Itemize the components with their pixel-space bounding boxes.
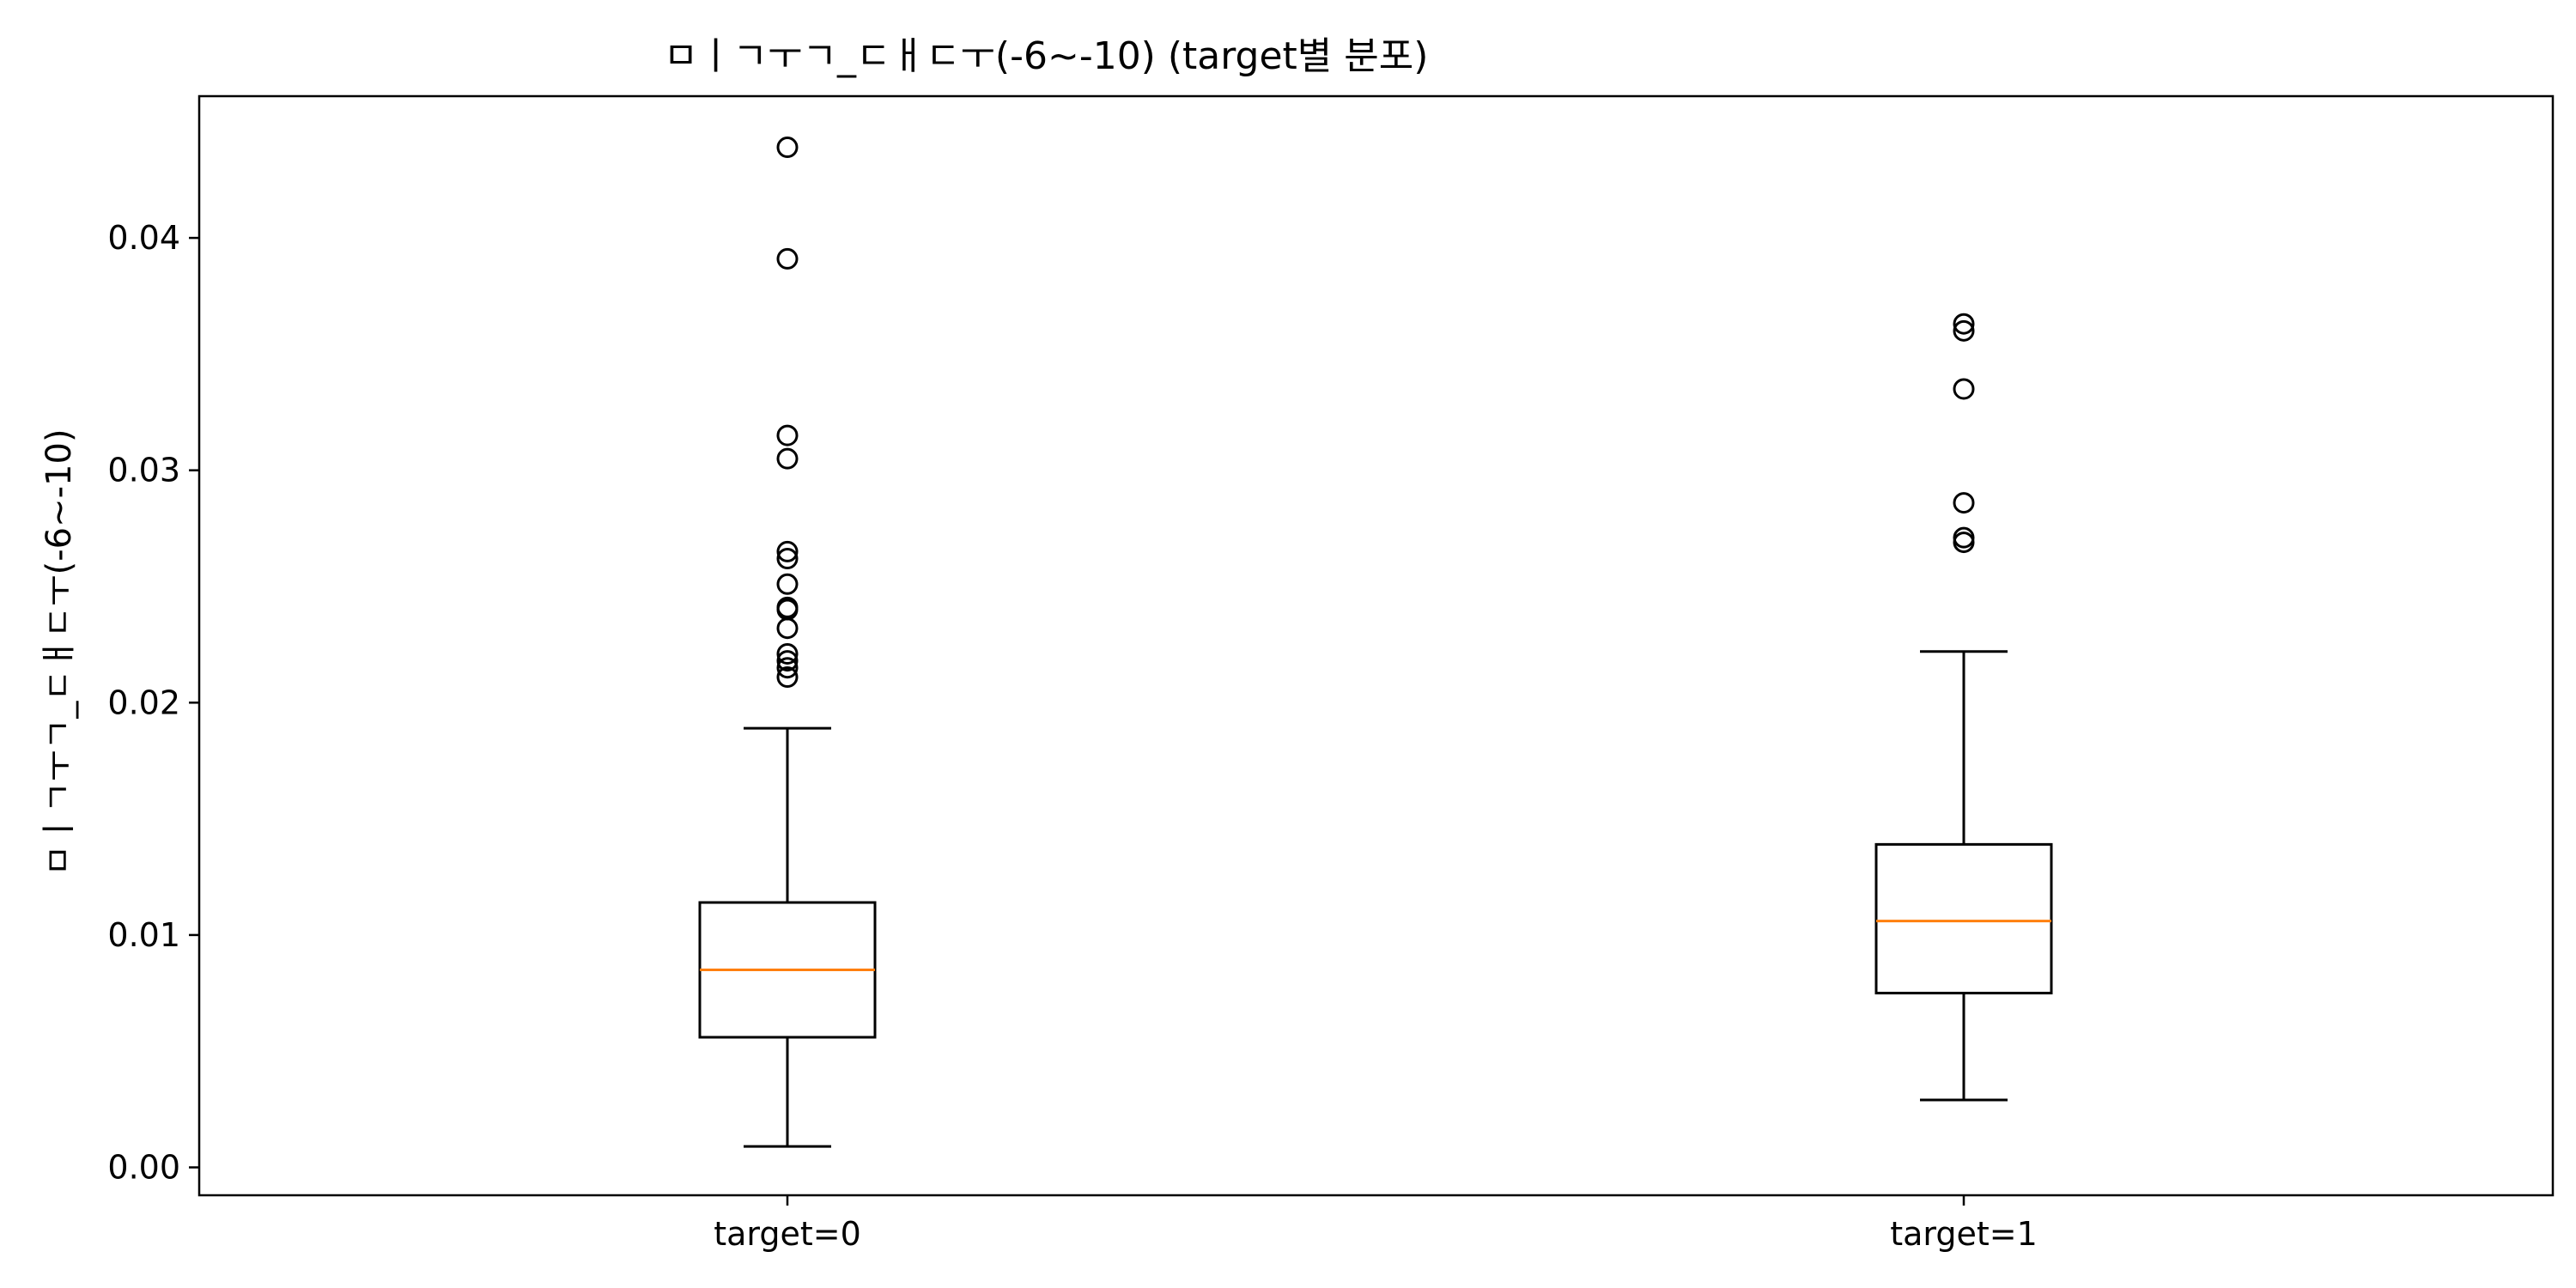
outlier-point — [776, 642, 799, 665]
outlier-point — [776, 650, 799, 672]
outlier-point — [1953, 313, 1975, 335]
chart-title: ㅁㅣㄱㅜㄱ_ㄷㅐㄷㅜ(-6~-10) (target별 분포) — [664, 34, 1429, 78]
plot-area — [698, 137, 2053, 1148]
outlier-point — [776, 617, 799, 640]
x-axis: target=0 target=1 — [714, 1195, 2038, 1253]
outlier-point — [776, 657, 799, 679]
iqr-box — [1874, 842, 2053, 995]
y-tick-label: 0.04 — [107, 219, 180, 257]
x-tick-label: target=1 — [1890, 1215, 2038, 1253]
outlier-point — [776, 424, 799, 447]
plot-frame — [197, 94, 2555, 1197]
outlier-point — [776, 137, 799, 159]
y-axis-label: ㅁㅣㄱㅜㄱ_ㄷㅐㄷㅜ(-6~-10) — [39, 428, 79, 876]
outlier-point — [1953, 526, 1975, 549]
outlier-point — [776, 540, 799, 562]
outlier-point — [1953, 492, 1975, 514]
box-0 — [698, 137, 877, 1148]
outlier-point — [776, 548, 799, 570]
outlier-point — [776, 447, 799, 470]
outlier-point — [1953, 532, 1975, 554]
y-axis: 0.00 0.01 0.02 0.03 0.04 — [107, 219, 199, 1187]
outlier-point — [776, 247, 799, 270]
y-tick-label: 0.01 — [107, 916, 180, 954]
outlier-point — [1953, 319, 1975, 342]
outlier-point — [776, 596, 799, 618]
y-tick-label: 0.00 — [107, 1149, 180, 1187]
y-tick-label: 0.02 — [107, 683, 180, 721]
outlier-point — [776, 573, 799, 595]
box-1 — [1874, 313, 2053, 1102]
y-tick-label: 0.03 — [107, 452, 180, 489]
x-tick-label: target=0 — [714, 1215, 861, 1253]
outlier-point — [776, 666, 799, 689]
outlier-point — [1953, 378, 1975, 400]
